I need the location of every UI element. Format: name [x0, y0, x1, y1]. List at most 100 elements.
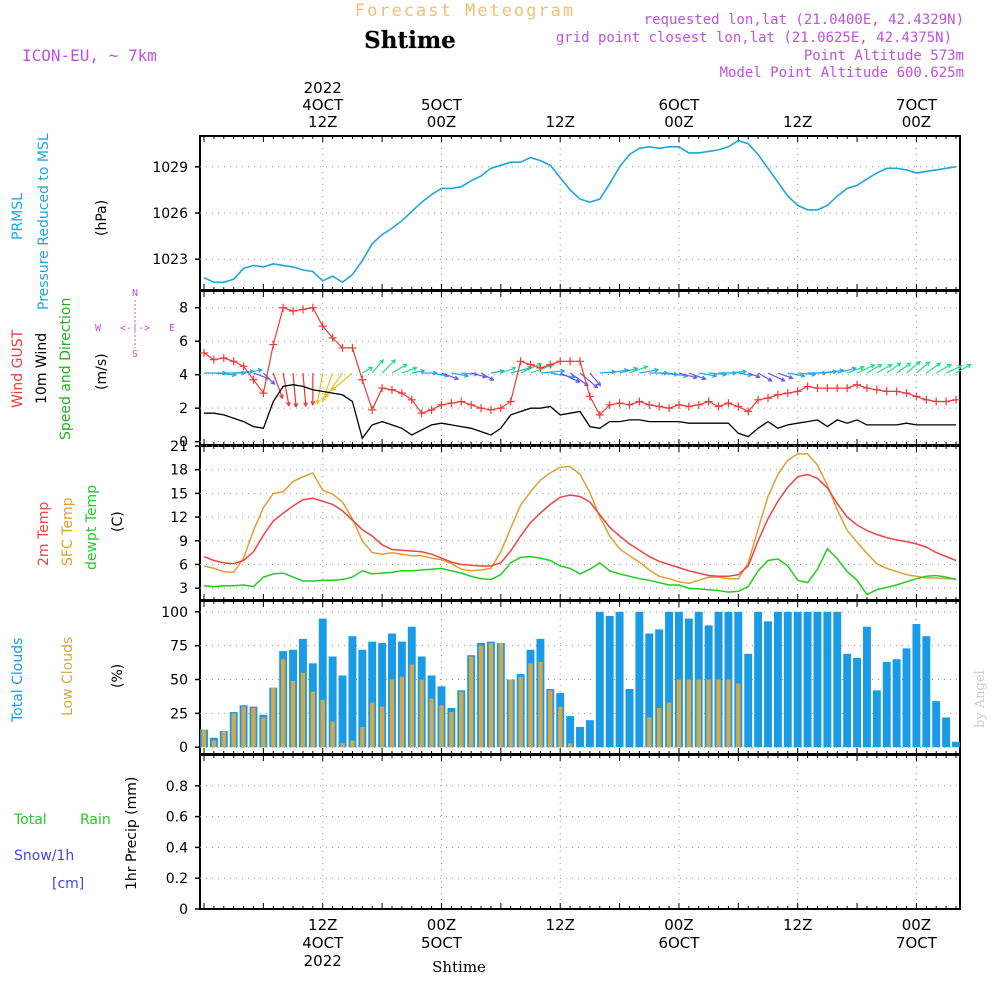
top-time-label: 5OCT — [421, 96, 463, 114]
wind-arrow — [471, 372, 487, 378]
total-cloud-bar — [853, 657, 862, 748]
gust-point — [754, 395, 763, 404]
wind-arrow-head — [391, 359, 397, 365]
gust-point — [892, 387, 901, 396]
wind-arrow-head — [788, 374, 794, 380]
low-cloud-bar — [686, 679, 692, 748]
low-cloud-bar — [211, 740, 217, 748]
low-cloud-bar — [221, 730, 226, 748]
wind-arrow — [325, 372, 344, 398]
gust-point — [882, 387, 891, 396]
gust-point — [328, 333, 337, 342]
gust-point — [269, 340, 278, 349]
location-title: Shtime — [364, 27, 456, 54]
total-cloud-bar — [932, 701, 941, 748]
total-cloud-bar — [764, 621, 772, 748]
wind-arrow — [302, 372, 307, 407]
total-cloud-bar — [843, 653, 852, 748]
wind-arrow — [550, 372, 575, 378]
low-cloud-bar — [528, 663, 533, 748]
wind-arrow-head — [511, 366, 517, 372]
wind-arrow — [619, 367, 638, 374]
wind-arrow-head — [432, 370, 438, 376]
wind-arrow-head — [279, 394, 284, 400]
low-clouds-label: Low Clouds — [60, 637, 76, 716]
wind-arrow — [856, 364, 875, 374]
low-cloud-bar — [647, 717, 652, 748]
wind-arrow — [411, 370, 425, 374]
gust-point — [457, 397, 466, 406]
total-cloud-bar — [744, 653, 753, 748]
low-cloud-bar — [300, 672, 306, 748]
wind-arrow — [272, 372, 283, 399]
wind-arrow-head — [596, 381, 602, 387]
temp-unit: (C) — [110, 511, 126, 532]
gust-point — [952, 395, 960, 404]
wind-arrow-head — [780, 377, 786, 382]
gust-point — [556, 357, 565, 366]
low-cloud-bar — [370, 702, 375, 748]
cloud-legend: Total Clouds Low Clouds (%) — [10, 637, 126, 723]
gust-markers — [200, 303, 960, 419]
gust-point — [932, 397, 941, 406]
bottom-time-label: 12Z — [783, 916, 812, 934]
low-cloud-bar — [548, 690, 553, 748]
wind-arrow-head — [859, 365, 865, 371]
wind-arrow — [559, 372, 580, 383]
gust-point — [239, 362, 248, 371]
low-cloud-bar — [350, 740, 355, 748]
compass-north: N — [132, 288, 138, 299]
gust-point — [407, 395, 416, 404]
wind-arrow — [530, 364, 554, 374]
gust-point — [843, 384, 852, 393]
y-tick-label: 21 — [170, 439, 188, 455]
low-cloud-bar — [271, 687, 276, 748]
temp-sfc-label: SFC Temp — [60, 497, 76, 566]
chart-title: Forecast Meteogram — [355, 1, 575, 21]
total-cloud-bar — [368, 641, 377, 748]
wind-arrow-head — [257, 367, 263, 373]
gust-point — [289, 307, 298, 316]
gust-point — [872, 385, 881, 394]
total-cloud-bar — [645, 633, 654, 748]
gust-point — [674, 400, 683, 409]
wind-arrow — [738, 372, 752, 376]
gust-point — [437, 400, 446, 409]
gust-point — [467, 400, 476, 409]
temp-sfc-line — [203, 453, 956, 585]
gust-point — [200, 348, 208, 357]
wind-arrow — [886, 362, 902, 374]
wind-arrow — [213, 372, 236, 376]
wind-arrow-head — [402, 363, 408, 369]
panel-prmsl: 1023 1026 1029 PRMSL Pressure Reduced to MSL… — [10, 133, 961, 310]
low-cloud-bar — [468, 656, 474, 748]
gust-point — [526, 360, 535, 369]
top-time-label: 7OCT — [896, 96, 938, 114]
gust-point — [615, 399, 624, 408]
gust-point — [783, 389, 792, 398]
temp-2m-line — [203, 473, 957, 578]
point-altitude: Point Altitude 573m — [804, 48, 964, 64]
temp-2m-label: 2m Temp — [36, 502, 52, 566]
wind-arrow — [480, 372, 494, 381]
y-tick-label: 3 — [179, 581, 188, 597]
total-cloud-bar — [813, 611, 822, 748]
wind-arrow-head — [957, 364, 963, 370]
y-tick-label: 9 — [179, 534, 188, 550]
gust-point — [833, 384, 842, 393]
low-cloud-bar — [330, 721, 335, 748]
total-cloud-bar — [872, 690, 881, 748]
low-cloud-bar — [251, 707, 256, 748]
gust-point — [279, 303, 288, 312]
bottom-time-label: 5OCT — [421, 934, 463, 952]
wind-arrow-head — [916, 360, 922, 366]
total-cloud-bar — [773, 611, 782, 748]
gust-point — [368, 405, 377, 414]
wind-arrow-head — [330, 386, 336, 392]
low-cloud-bar — [656, 707, 662, 748]
wind-10m-label: 10m Wind — [34, 333, 50, 404]
gust-point — [506, 397, 515, 406]
wind-arrow — [292, 372, 297, 407]
gust-point — [793, 387, 802, 396]
